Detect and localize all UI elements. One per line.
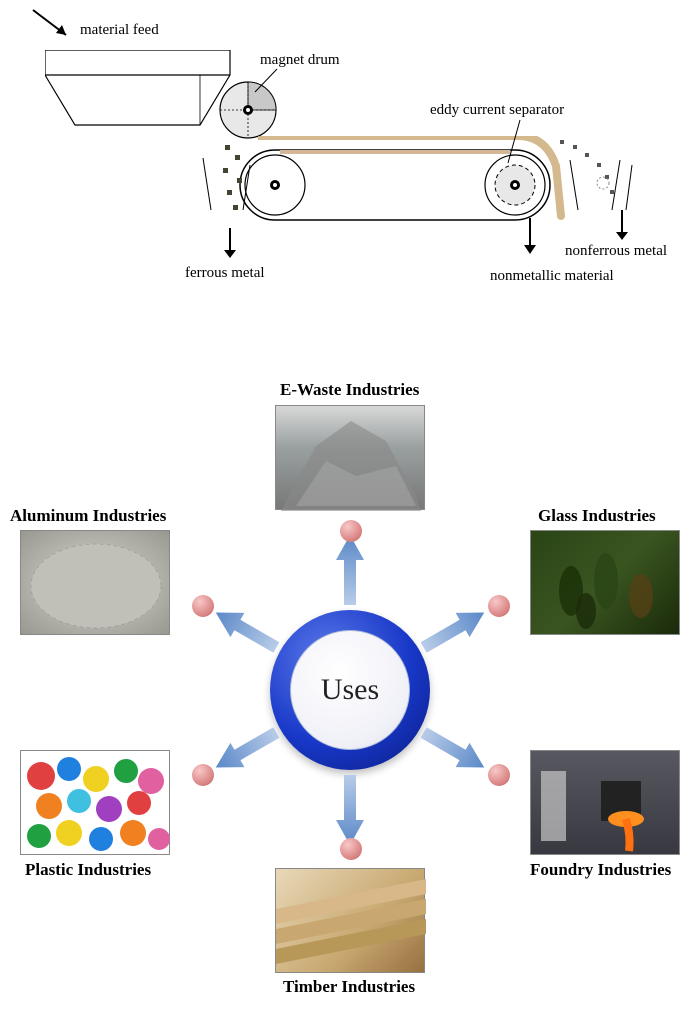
node-bottom: [340, 838, 362, 860]
uses-radial-diagram: Uses E-Waste Industries Glass Industries: [0, 370, 700, 1010]
aluminum-label: Aluminum Industries: [10, 506, 166, 526]
eddy-pointer-icon: [490, 118, 530, 168]
ewaste-label: E-Waste Industries: [280, 380, 419, 400]
node-top: [340, 520, 362, 542]
eddy-separator-label: eddy current separator: [430, 102, 564, 119]
timber-image-icon: [275, 868, 425, 973]
node-bot-right: [488, 764, 510, 786]
nonmetallic-label: nonmetallic material: [490, 268, 614, 285]
separator-schematic: material feed magnet drum eddy current s…: [0, 0, 700, 320]
ferrous-chute-icon: [195, 150, 265, 220]
timber-label: Timber Industries: [283, 977, 415, 997]
material-feed-label: material feed: [80, 22, 159, 39]
glass-image-icon: [530, 530, 680, 635]
ferrous-arrow-icon: [220, 228, 240, 263]
glass-label: Glass Industries: [538, 506, 656, 526]
foundry-label: Foundry Industries: [530, 860, 671, 880]
node-top-left: [192, 595, 214, 617]
nonferrous-arrow-icon: [612, 210, 632, 245]
ewaste-image-icon: [275, 405, 425, 510]
magnet-drum-pointer-icon: [252, 67, 282, 97]
hopper-icon: [45, 50, 240, 130]
node-bot-left: [192, 764, 214, 786]
foundry-image-icon: [530, 750, 680, 855]
aluminum-image-icon: [20, 530, 170, 635]
nonferrous-metal-label: nonferrous metal: [565, 243, 667, 260]
node-top-right: [488, 595, 510, 617]
feed-arrow-icon: [28, 5, 78, 45]
ferrous-metal-label: ferrous metal: [185, 265, 265, 282]
plastic-image-icon: [20, 750, 170, 855]
nonmetallic-arrow-icon: [520, 218, 540, 258]
plastic-label: Plastic Industries: [25, 860, 151, 880]
